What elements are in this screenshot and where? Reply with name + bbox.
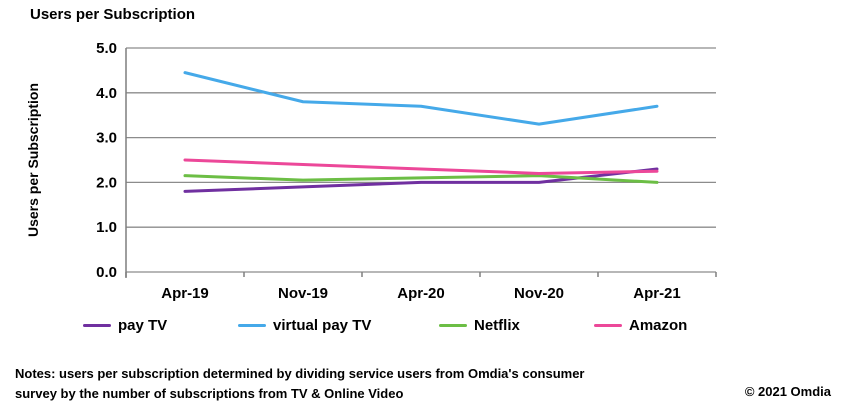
- pay-tv-line-swatch-icon: [83, 324, 111, 327]
- footnote-line-1: Notes: users per subscription determined…: [15, 366, 585, 381]
- legend-label: virtual pay TV: [273, 317, 372, 334]
- legend-label: Netflix: [474, 317, 520, 334]
- footnote: Notes: users per subscription determined…: [15, 364, 584, 404]
- y-tick-label: 3.0: [96, 130, 117, 147]
- x-axis-label: Apr-21: [633, 285, 681, 302]
- legend-item-virtual-pay-tv: virtual pay TV: [238, 317, 371, 334]
- footnote-line-2: survey by the number of subscriptions fr…: [15, 386, 404, 401]
- legend-label: Amazon: [629, 317, 688, 334]
- virtual-pay-tv-line-swatch-icon: [238, 324, 266, 327]
- x-axis-label: Apr-20: [397, 285, 445, 302]
- legend-item-netflix: Netflix: [439, 317, 520, 334]
- x-axis-label: Nov-19: [278, 285, 328, 302]
- legend-item-pay-tv: pay TV: [83, 317, 167, 334]
- y-tick-label: 1.0: [96, 219, 117, 236]
- amazon-line-swatch-icon: [594, 324, 622, 327]
- series-line-netflix: [183, 174, 659, 184]
- legend-label: pay TV: [118, 317, 168, 334]
- y-tick-label: 4.0: [96, 85, 117, 102]
- x-axis-label: Apr-19: [161, 285, 209, 302]
- legend-item-amazon: Amazon: [594, 317, 687, 334]
- y-tick-label: 2.0: [96, 174, 117, 191]
- netflix-line-swatch-icon: [439, 324, 467, 327]
- y-tick-label: 5.0: [96, 40, 117, 57]
- series-line-virtual-pay-tv: [183, 71, 659, 126]
- y-tick-label: 0.0: [96, 264, 117, 281]
- chart-title: Users per Subscription: [30, 6, 196, 23]
- series-line-amazon: [183, 158, 659, 175]
- x-axis-label: Nov-20: [514, 285, 564, 302]
- copyright-text: © 2021 Omdia: [744, 384, 831, 399]
